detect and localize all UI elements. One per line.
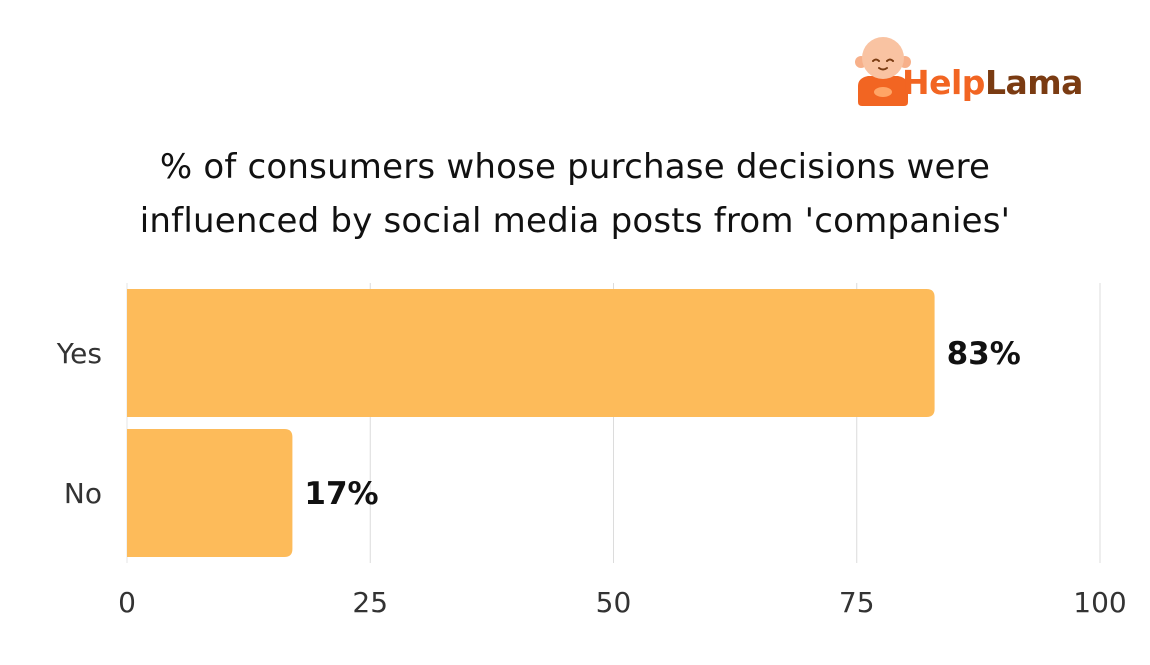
chart-title-line-2: influenced by social media posts from 'c… <box>139 201 1011 241</box>
x-tick-label: 50 <box>596 586 632 619</box>
value-label: 83% <box>947 336 1021 372</box>
x-tick-label: 100 <box>1073 586 1126 619</box>
x-tick-label: 0 <box>118 586 136 619</box>
monk-mascot-icon <box>855 37 911 106</box>
bar-no <box>127 429 293 557</box>
category-label: Yes <box>56 337 102 370</box>
bar-yes <box>127 289 935 417</box>
chart-title: % of consumers whose purchase decisions … <box>0 140 1150 248</box>
chart-title-line-1: % of consumers whose purchase decisions … <box>159 147 991 187</box>
brand-name: HelpLama <box>902 66 1083 99</box>
helplama-logo: HelpLama <box>852 34 1092 110</box>
x-tick-label: 75 <box>839 586 875 619</box>
category-label: No <box>64 477 102 510</box>
brand-name-lama: Lama <box>984 63 1083 102</box>
value-label: 17% <box>304 476 378 512</box>
x-tick-label: 25 <box>352 586 388 619</box>
brand-name-help: Help <box>902 63 985 102</box>
